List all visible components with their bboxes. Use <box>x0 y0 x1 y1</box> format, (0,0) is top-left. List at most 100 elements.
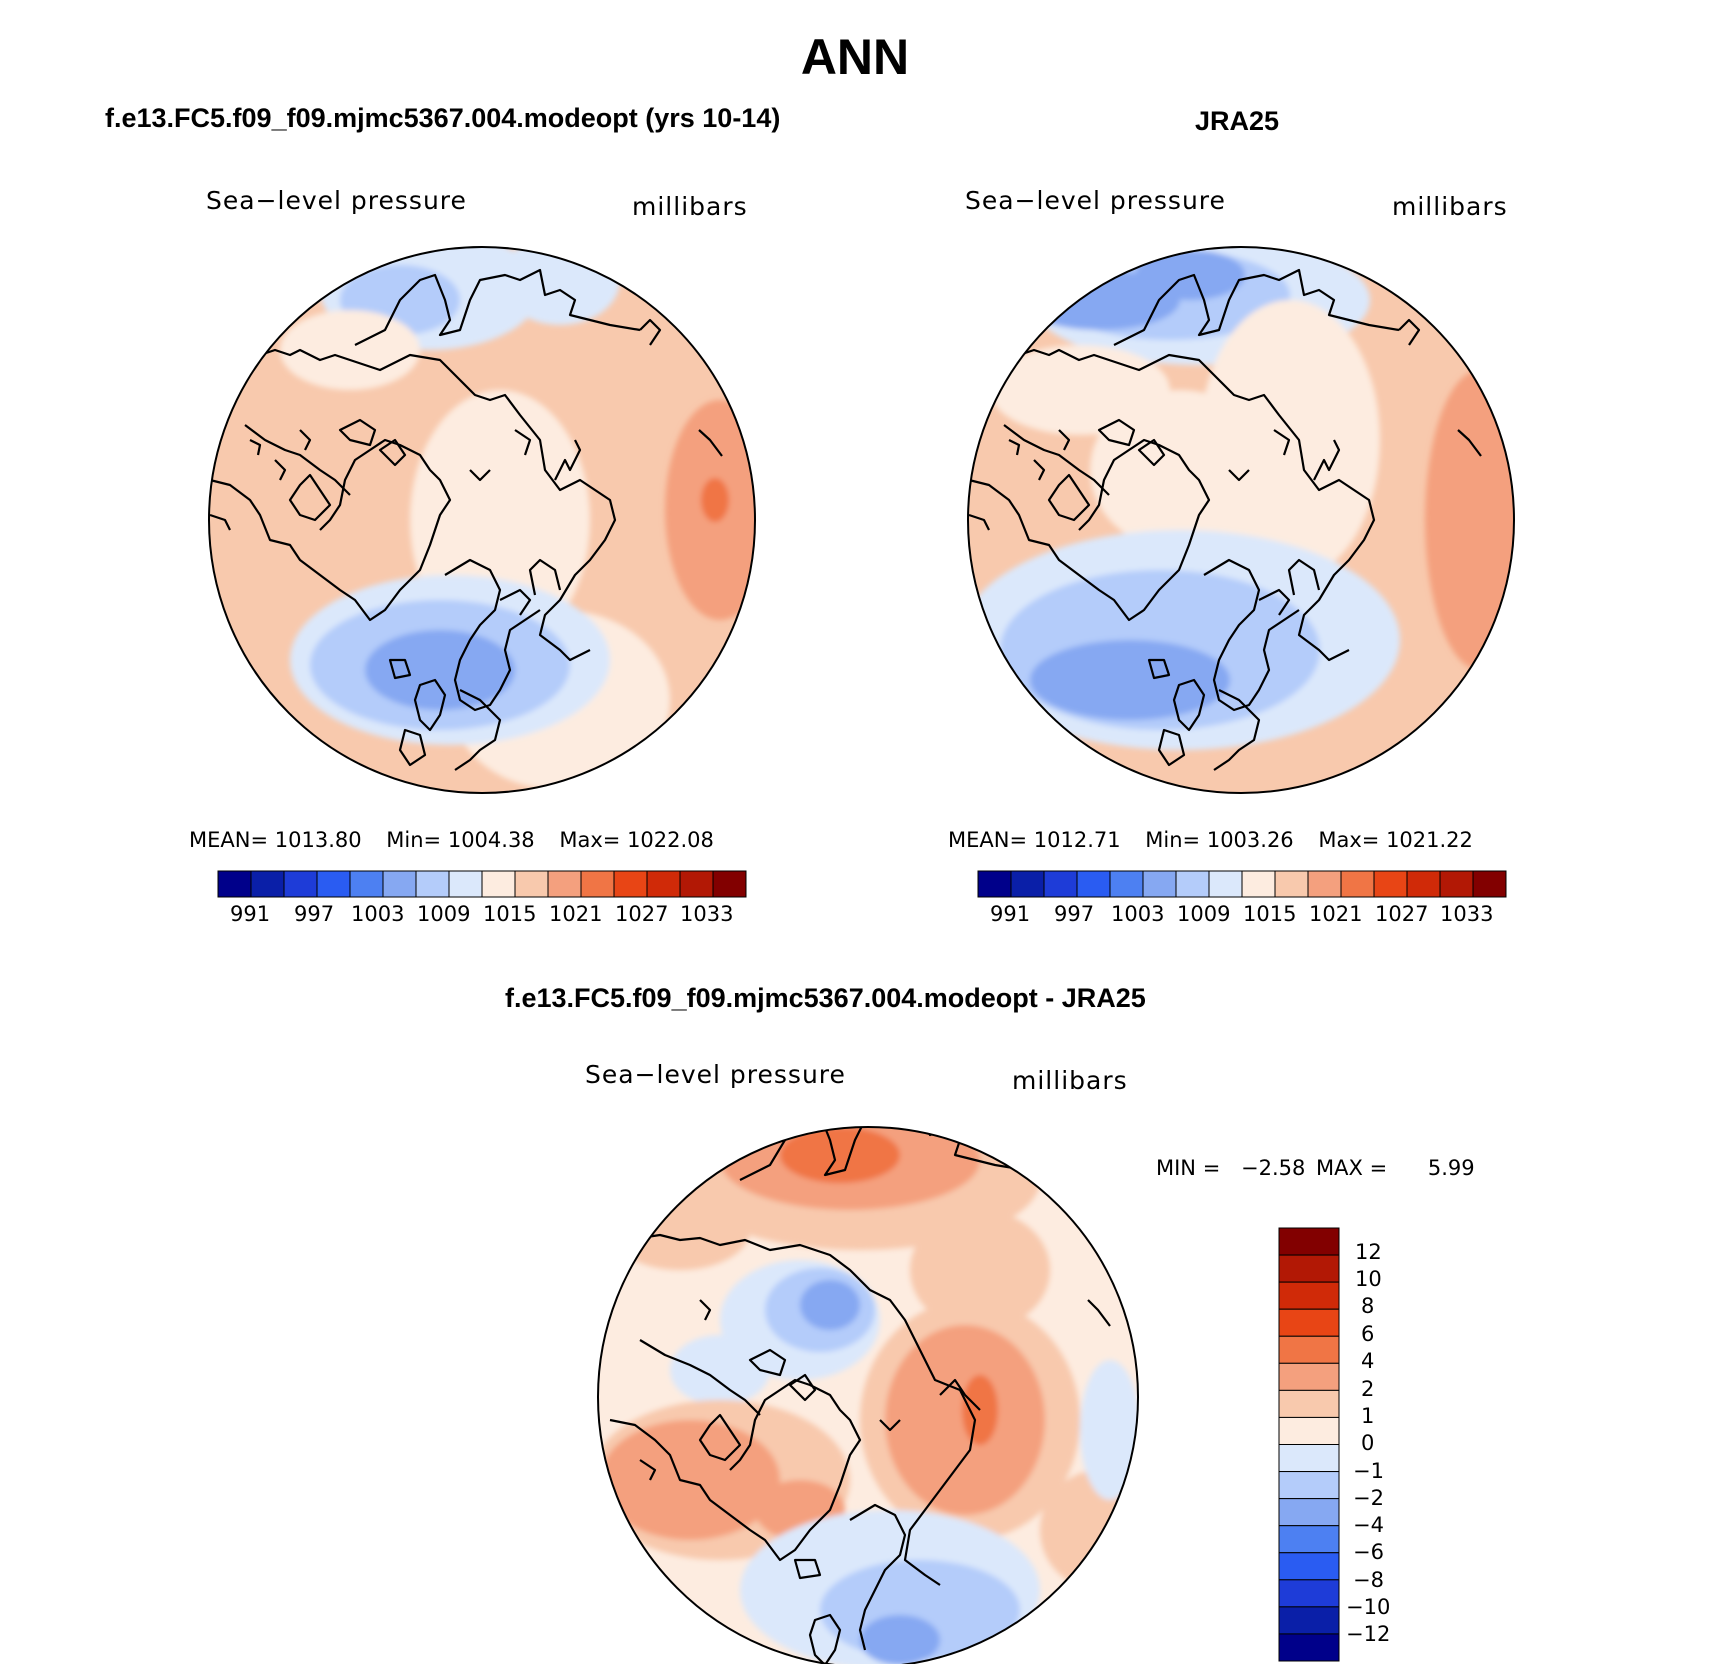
colorbar-swatch <box>514 870 549 898</box>
colorbar-tick: −1 <box>1353 1459 1384 1483</box>
coastlines <box>968 268 1482 771</box>
stats-diff: MIN = −2.58 MAX = 5.99 <box>1156 1156 1475 1180</box>
colorbar-swatch <box>547 870 582 898</box>
colorbar-tick: 1033 <box>680 902 734 926</box>
mean-value: 1013.80 <box>274 828 362 852</box>
colorbar-tick: 997 <box>294 902 335 926</box>
colorbar-obs <box>977 870 1507 898</box>
colorbar-swatch <box>679 870 714 898</box>
colorbar-swatch <box>283 870 318 898</box>
colorbar-tick: 991 <box>230 902 271 926</box>
colorbar-swatch <box>580 870 615 898</box>
colorbar-swatch <box>613 870 648 898</box>
min-label: MIN = <box>1156 1156 1221 1180</box>
panel-title-diff: f.e13.FC5.f09_f09.mjmc5367.004.modeopt -… <box>505 983 1146 1013</box>
colorbar-tick: 1033 <box>1440 902 1494 926</box>
panel-title-model: f.e13.FC5.f09_f09.mjmc5367.004.modeopt (… <box>105 103 781 133</box>
colorbar-swatch <box>1278 1471 1340 1500</box>
colorbar-swatch <box>1472 870 1507 898</box>
colorbar-swatch <box>1278 1254 1340 1283</box>
colorbar-swatch <box>415 870 450 898</box>
colorbar-tick: 0 <box>1361 1431 1375 1455</box>
colorbar-swatch <box>316 870 351 898</box>
colorbar-tick: 1009 <box>1177 902 1231 926</box>
variable-label-diff: Sea−level pressure <box>585 1060 846 1089</box>
map-diff <box>597 1126 1139 1664</box>
colorbar-swatch <box>1010 870 1045 898</box>
colorbar-tick: 1003 <box>1111 902 1165 926</box>
min-label: Min= <box>386 828 442 852</box>
colorbar-swatch <box>1278 1444 1340 1473</box>
colorbar-tick: −4 <box>1353 1513 1384 1537</box>
max-value: 1022.08 <box>627 828 714 852</box>
colorbar-swatch <box>1278 1389 1340 1418</box>
colorbar-swatch <box>250 870 285 898</box>
stats-model: MEAN= 1013.80 Min= 1004.38 Max= 1022.08 <box>189 828 714 852</box>
min-value: −2.58 <box>1240 1156 1306 1180</box>
colorbar-tick: 1009 <box>417 902 471 926</box>
colorbar-tick: 1003 <box>351 902 405 926</box>
colorbar-swatch <box>1278 1525 1340 1554</box>
mean-value: 1012.71 <box>1033 828 1121 852</box>
map-obs <box>967 246 1515 794</box>
colorbar-tick: 991 <box>990 902 1031 926</box>
colorbar-tick: 1015 <box>1243 902 1297 926</box>
colorbar-swatch <box>1076 870 1111 898</box>
panel-title-obs: JRA25 <box>1195 106 1280 136</box>
colorbar-swatch <box>1278 1227 1340 1256</box>
max-value: 5.99 <box>1427 1156 1475 1180</box>
min-label: Min= <box>1145 828 1201 852</box>
colorbar-tick: 4 <box>1361 1349 1375 1373</box>
colorbar-swatch <box>1175 870 1210 898</box>
mean-label: MEAN= <box>948 828 1028 852</box>
coastlines <box>609 1127 1111 1664</box>
colorbar-swatch <box>217 870 252 898</box>
stats-obs: MEAN= 1012.71 Min= 1003.26 Max= 1021.22 <box>948 828 1473 852</box>
colorbar-tick: −10 <box>1346 1595 1391 1619</box>
units-label-model: millibars <box>632 192 748 221</box>
colorbar-swatch <box>1307 870 1342 898</box>
colorbar-swatch <box>1278 1416 1340 1445</box>
colorbar-swatch <box>1278 1606 1340 1635</box>
colorbar-swatch <box>1278 1308 1340 1337</box>
colorbar-diff <box>1278 1227 1340 1662</box>
colorbar-swatch <box>1142 870 1177 898</box>
colorbar-tick: 1027 <box>615 902 669 926</box>
variable-label-model: Sea−level pressure <box>206 186 467 215</box>
colorbar-swatch <box>1373 870 1408 898</box>
max-label: MAX = <box>1316 1156 1388 1180</box>
colorbar-tick: 6 <box>1361 1322 1375 1346</box>
colorbar-swatch <box>1208 870 1243 898</box>
max-label: Max= <box>1318 828 1380 852</box>
colorbar-tick: 1027 <box>1375 902 1429 926</box>
colorbar-swatch <box>646 870 681 898</box>
figure-title: ANN <box>800 29 910 85</box>
colorbar-tick: 10 <box>1355 1267 1382 1291</box>
colorbar-swatch <box>1278 1335 1340 1364</box>
colorbar-tick: 997 <box>1054 902 1095 926</box>
colorbar-swatch <box>1278 1579 1340 1608</box>
colorbar-swatch <box>1274 870 1309 898</box>
mean-label: MEAN= <box>189 828 269 852</box>
units-label-obs: millibars <box>1392 192 1508 221</box>
colorbar-swatch <box>349 870 384 898</box>
colorbar-tick: 1015 <box>483 902 537 926</box>
colorbar-tick: 1021 <box>549 902 603 926</box>
min-value: 1003.26 <box>1206 828 1294 852</box>
colorbar-swatch <box>1406 870 1441 898</box>
colorbar-tick: 1021 <box>1309 902 1363 926</box>
colorbar-tick: 12 <box>1355 1240 1382 1264</box>
colorbar-swatch <box>1439 870 1474 898</box>
colorbar-swatch <box>382 870 417 898</box>
colorbar-tick: 1 <box>1361 1404 1375 1428</box>
colorbar-swatch <box>1241 870 1276 898</box>
colorbar-tick: −6 <box>1353 1540 1384 1564</box>
max-value: 1021.22 <box>1386 828 1473 852</box>
colorbar-tick: −8 <box>1353 1568 1384 1592</box>
colorbar-tick: −2 <box>1353 1486 1384 1510</box>
colorbar-tick: −12 <box>1346 1622 1391 1646</box>
colorbar-swatch <box>977 870 1012 898</box>
max-label: Max= <box>559 828 621 852</box>
variable-label-obs: Sea−level pressure <box>965 186 1226 215</box>
